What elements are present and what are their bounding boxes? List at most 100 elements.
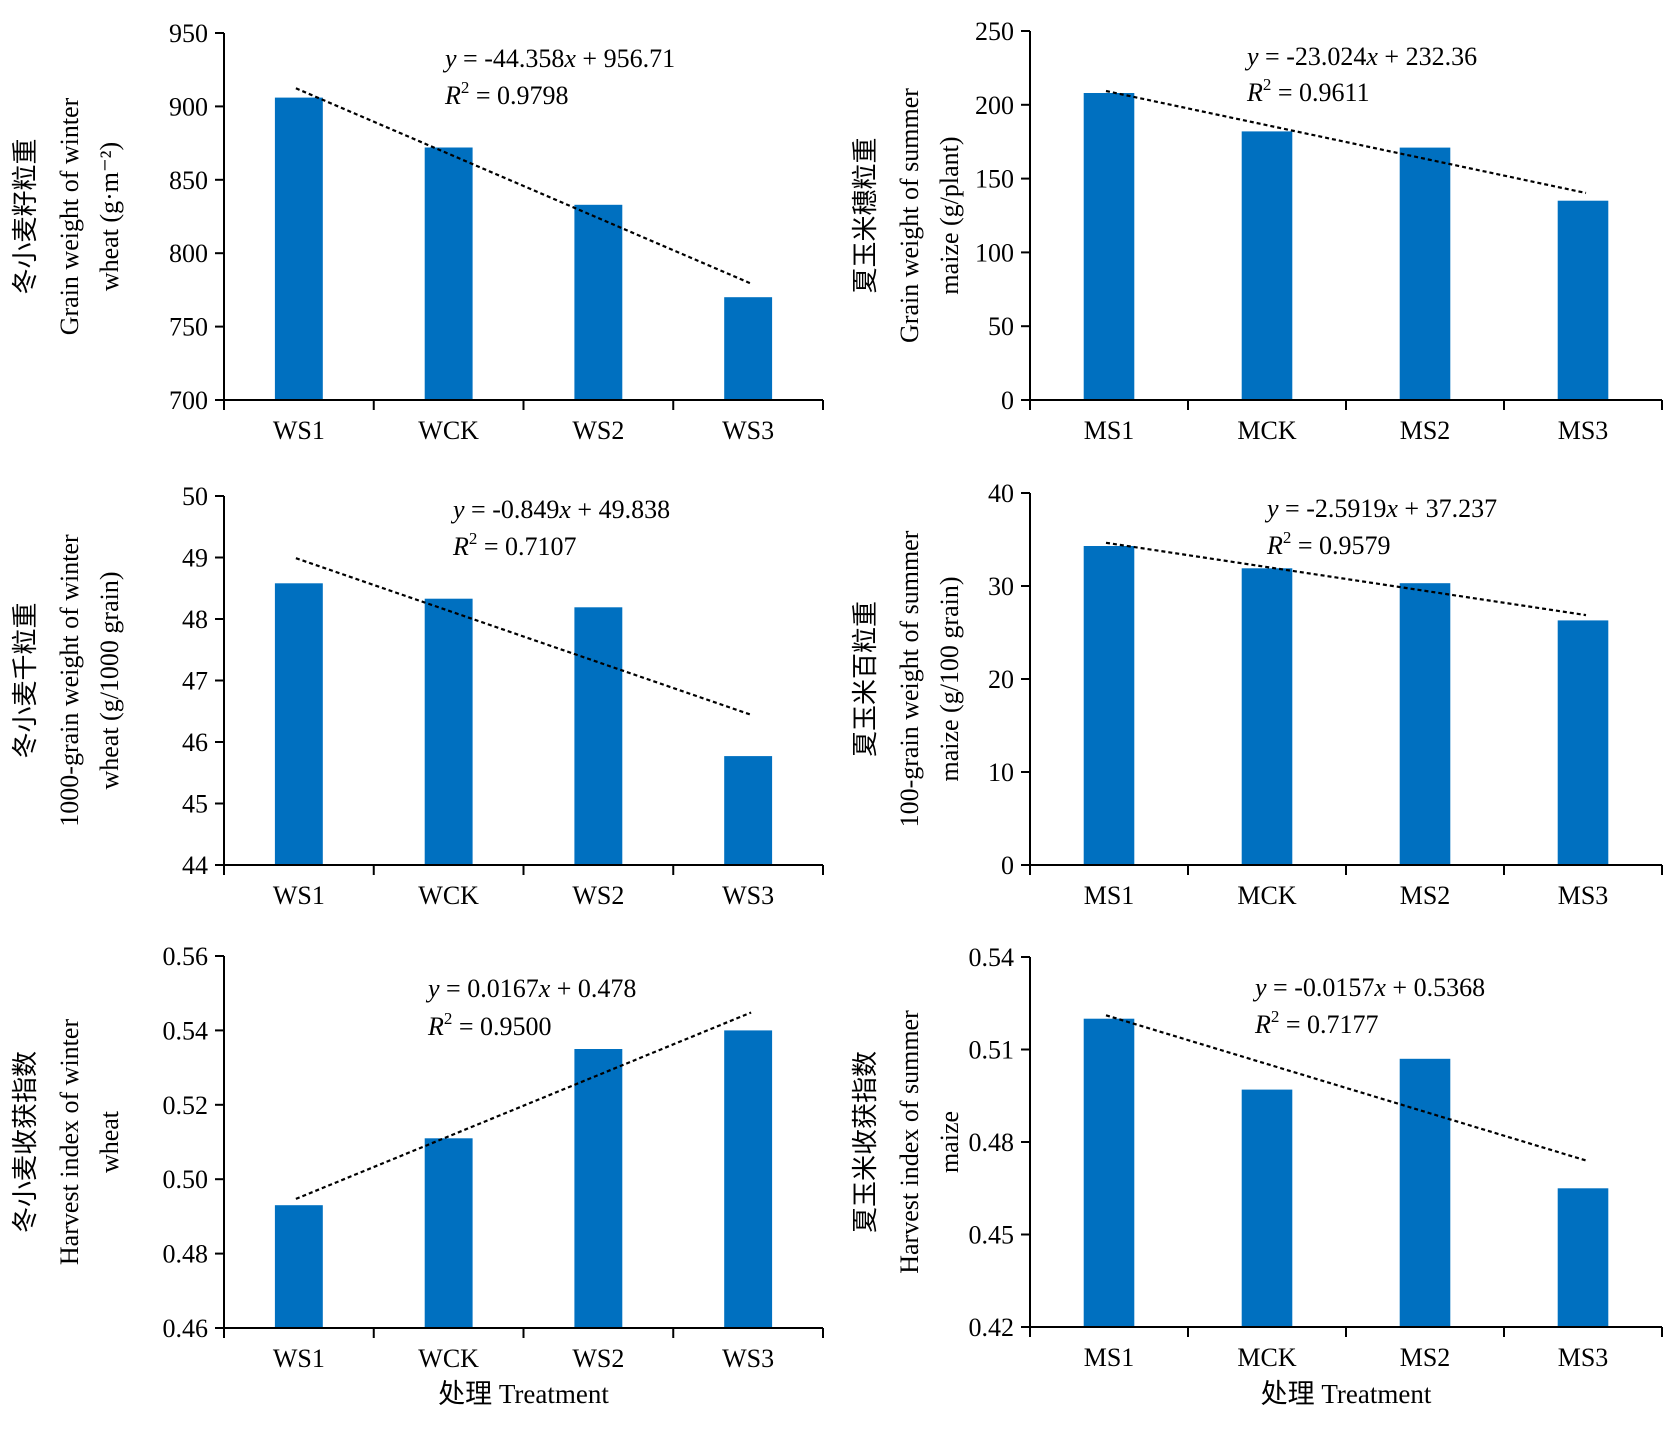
y-tick-label: 0	[1001, 851, 1014, 880]
bar-MCK	[1241, 1089, 1293, 1327]
x-tick-label: WS3	[722, 881, 774, 910]
x-tick-label: MCK	[1237, 1343, 1296, 1372]
panel-maize-100-grain-weight: 0 10 20 30 40 MS1 MCK MS2 MS3 y = -2.5919x + 37.2…	[851, 479, 1663, 910]
x-tick-label: WS2	[572, 881, 624, 910]
y-axis-title: 冬小麦千粒重	[11, 602, 40, 758]
x-tick-label: MS3	[1558, 1343, 1609, 1372]
y-axis-title: Grain weight of summer	[895, 88, 924, 343]
panel-maize-grain-weight: 0 50 100 150 200 250 MS1 MCK MS2 MS3 y = -23.024x …	[851, 17, 1663, 445]
y-tick-label: 750	[169, 313, 208, 342]
x-tick-label: MS2	[1400, 1343, 1451, 1372]
y-tick-label: 20	[988, 665, 1014, 694]
y-tick-label: 850	[169, 166, 208, 195]
x-tick-label: MS1	[1084, 881, 1135, 910]
y-tick-label: 50	[988, 312, 1014, 341]
y-tick-label: 44	[182, 851, 208, 880]
y-tick-label: 48	[182, 605, 208, 634]
y-axis-title: 夏玉米穗粒重	[851, 137, 880, 293]
y-tick-label: 0.54	[969, 943, 1015, 972]
y-tick-label: 0.46	[163, 1314, 209, 1343]
bar-MS2	[1399, 1058, 1451, 1328]
trend-equation: y = -2.5919x + 37.237	[1264, 494, 1497, 523]
y-tick-label: 0.48	[969, 1128, 1015, 1157]
trend-equation: y = -0.0157x + 0.5368	[1252, 973, 1485, 1002]
x-tick-label: WS2	[572, 416, 624, 445]
bar-WCK	[424, 147, 473, 400]
y-axis-title: maize	[935, 1111, 964, 1173]
x-tick-label: WS2	[572, 1344, 624, 1373]
y-axis-title: wheat (g/1000 grain)	[95, 571, 124, 789]
bar-WS3	[724, 1030, 773, 1328]
y-tick-label: 900	[169, 92, 208, 121]
r-squared: R2 = 0.9500	[427, 1009, 552, 1041]
x-tick-label: MCK	[1237, 881, 1296, 910]
x-tick-label: MS3	[1558, 881, 1609, 910]
bar-WS2	[574, 607, 623, 865]
y-tick-label: 100	[975, 238, 1014, 267]
y-axis-title: maize (g/100 grain)	[935, 576, 964, 781]
bar-MS3	[1557, 620, 1609, 865]
y-tick-label: 150	[975, 165, 1014, 194]
y-axis-title: 冬小麦籽粒重	[11, 138, 40, 294]
y-tick-label: 0	[1001, 386, 1014, 415]
y-tick-label: 800	[169, 239, 208, 268]
bar-MS2	[1399, 583, 1451, 865]
y-tick-label: 30	[988, 572, 1014, 601]
y-tick-label: 45	[182, 790, 208, 819]
y-axis-title: maize (g/plant)	[935, 136, 964, 294]
bar-MS2	[1399, 147, 1451, 400]
y-axis-title: wheat (g·m⁻²)	[95, 142, 124, 291]
bar-WCK	[424, 598, 473, 865]
bar-MS1	[1083, 93, 1135, 400]
bar-MCK	[1241, 568, 1293, 865]
bar-MS3	[1557, 1188, 1609, 1328]
y-tick-label: 0.56	[163, 942, 209, 971]
bar-WS3	[724, 756, 773, 865]
x-tick-label: MCK	[1237, 416, 1296, 445]
x-tick-label: WS1	[273, 881, 325, 910]
trend-line	[295, 87, 752, 285]
x-tick-label: WCK	[418, 881, 479, 910]
y-tick-label: 0.50	[163, 1165, 209, 1194]
panel-wheat-1000-grain-weight: 44 45 46 47 48 49 50 WS1 WCK WS2 WS3 y = -0.849x + …	[11, 482, 824, 910]
y-axis-title: 1000-grain weight of winter	[55, 534, 84, 827]
x-tick-label: WS3	[722, 416, 774, 445]
y-tick-label: 49	[182, 544, 208, 573]
bar-WS3	[724, 297, 773, 400]
y-tick-label: 46	[182, 728, 208, 757]
bar-MS1	[1083, 546, 1135, 865]
x-tick-label: MS3	[1558, 416, 1609, 445]
y-axis-title: Harvest index of summer	[895, 1010, 924, 1274]
y-tick-label: 700	[169, 386, 208, 415]
y-axis-title: wheat	[95, 1110, 124, 1173]
y-tick-label: 200	[975, 91, 1014, 120]
y-tick-label: 0.52	[163, 1091, 209, 1120]
trend-line	[295, 1011, 752, 1200]
r-squared: R2 = 0.7177	[1254, 1007, 1379, 1039]
r-squared: R2 = 0.9611	[1246, 75, 1370, 107]
y-axis-title: 100-grain weight of summer	[895, 530, 924, 827]
trend-equation: y = -23.024x + 232.36	[1244, 42, 1477, 71]
trend-line	[1105, 89, 1587, 195]
panel-maize-harvest-index: 0.42 0.45 0.48 0.51 0.54 MS1 MCK MS2 MS3 y = -0.0…	[851, 943, 1663, 1409]
y-tick-label: 0.54	[163, 1016, 209, 1045]
panel-wheat-grain-weight: 700 750 800 850 900 950 WS1 WCK WS2 WS3 y = -44.35…	[11, 19, 824, 445]
bar-WS1	[274, 583, 323, 865]
x-tick-label: WCK	[418, 416, 479, 445]
r-squared: R2 = 0.9579	[1266, 528, 1391, 560]
x-axis-title: 处理 Treatment	[438, 1379, 609, 1409]
x-axis-title: 处理 Treatment	[1261, 1379, 1432, 1409]
trend-equation: y = -0.849x + 49.838	[450, 495, 670, 524]
bar-WCK	[424, 1138, 473, 1328]
x-tick-label: WS1	[273, 416, 325, 445]
trend-line	[1105, 541, 1587, 617]
y-axis-title: Grain weight of winter	[55, 97, 84, 335]
y-tick-label: 250	[975, 17, 1014, 46]
y-tick-label: 47	[182, 667, 208, 696]
y-tick-label: 0.51	[969, 1036, 1015, 1065]
y-axis-title: 夏玉米百粒重	[851, 601, 880, 757]
r-squared: R2 = 0.9798	[444, 78, 569, 110]
x-tick-label: WCK	[418, 1344, 479, 1373]
y-tick-label: 0.48	[163, 1240, 209, 1269]
